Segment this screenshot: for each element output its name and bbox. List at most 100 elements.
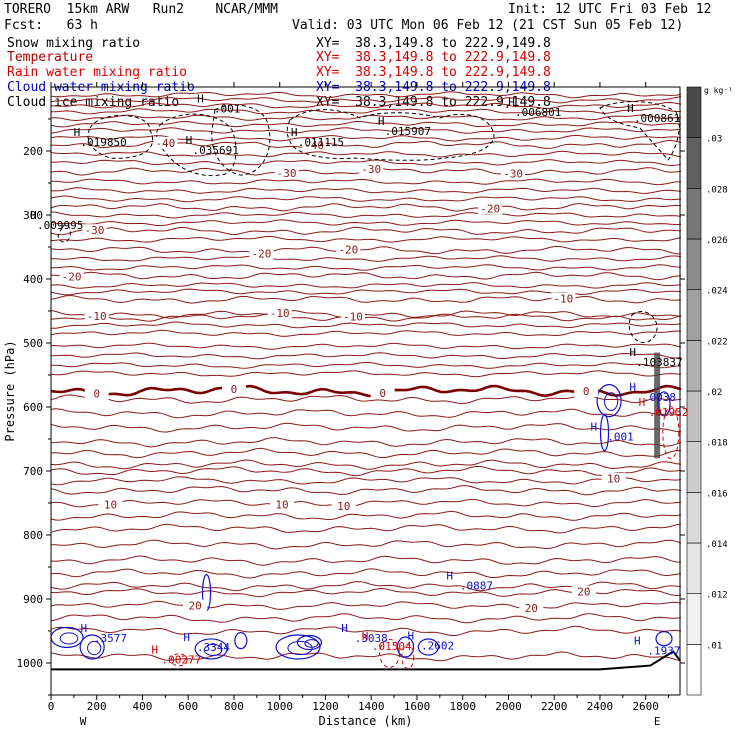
colorbar-segment (686, 441, 702, 493)
maximum-value: .006801 (515, 106, 561, 119)
colorbar-tick-label: .03 (706, 135, 722, 145)
isotherm-line (50, 159, 682, 167)
isotherm-line--30 (50, 226, 682, 236)
x-axis-title: Distance (km) (319, 714, 413, 728)
isotherm-line (50, 568, 682, 579)
colorbar-tick-label: .022 (706, 337, 728, 347)
isotherm-label-bg (501, 167, 526, 180)
isotherm-line (50, 120, 682, 128)
cloud-ice-contour (211, 104, 271, 176)
isotherm-line--10 (50, 294, 682, 304)
maximum-value: .00277 (161, 654, 201, 667)
isotherm-label-bg (98, 498, 123, 511)
maximum-value: .3344 (197, 641, 230, 654)
field-name-snow: Snow mixing ratio (7, 36, 141, 51)
colorbar-segment (686, 137, 702, 189)
cloud-water-contour (50, 626, 84, 649)
isotherm-label: -30 (85, 224, 105, 237)
maximum-marker: H (197, 93, 204, 106)
isotherm-label-bg (302, 139, 327, 152)
isotherm-label-bg (249, 247, 274, 260)
x-tick-label: 1800 (449, 700, 476, 713)
isotherm-line-20 (50, 600, 682, 610)
maximum-marker: H (508, 96, 515, 109)
colorbar-segment (686, 340, 702, 392)
cloud-water-contour-inner (203, 643, 223, 656)
colorbar-tick-label: .024 (706, 287, 728, 297)
cloud-water-contour (79, 634, 105, 660)
isotherm-label: 0 (93, 388, 100, 401)
isotherm-line (50, 282, 682, 289)
isotherm-label: -10 (87, 310, 107, 323)
isotherm-line (50, 288, 682, 296)
isotherm-line (50, 127, 682, 134)
isotherm-label: -20 (251, 248, 271, 261)
cloud-water-contour-inner (304, 639, 319, 648)
x-tick-label: 2600 (632, 700, 659, 713)
plot-frame (50, 86, 681, 696)
maximum-value: .015907 (385, 125, 431, 138)
maximum-marker: H (341, 622, 348, 635)
cloud-water-contour (194, 638, 228, 660)
maximum-marker: H (591, 420, 598, 433)
maximum-value: .3577 (94, 632, 127, 645)
maximum-value: .009995 (37, 219, 83, 232)
isotherm-line (51, 352, 682, 360)
isotherm-line (50, 107, 681, 115)
terrain-line (51, 650, 681, 671)
cloud-water-contour (234, 631, 248, 650)
y-axis-title: Pressure (hPa) (3, 340, 17, 441)
isotherm-label-bg (370, 387, 395, 400)
isotherm-line (50, 437, 682, 448)
cloud-water-contour (657, 391, 671, 417)
isotherm-line (50, 408, 682, 419)
colorbar-segment (686, 644, 702, 696)
isotherm-label-bg (82, 224, 107, 237)
isotherm-line (50, 235, 682, 243)
isotherm-line (50, 321, 682, 329)
isotherm-label-bg (571, 585, 596, 598)
isotherm-line--40 (50, 139, 682, 149)
x-end-label-west: W (80, 715, 87, 728)
isotherm-label: 0 (583, 385, 590, 398)
field-xy-rain: XY= 38.3,149.8 to 222.9,149.8 (316, 65, 551, 80)
maximum-marker: H (634, 635, 641, 648)
isotherm-line (50, 447, 682, 459)
isotherm-line (50, 255, 682, 262)
cloud-water-contour-inner (87, 640, 102, 656)
isotherm-line (50, 101, 682, 110)
isotherm-line-10 (50, 498, 682, 508)
x-tick-label: 1200 (312, 700, 339, 713)
y-tick-label: 600 (23, 401, 43, 414)
isotherm-line (50, 329, 682, 337)
maximum-marker: H (378, 115, 385, 128)
y-tick-label: 800 (23, 529, 43, 542)
maximum-value: .103837 (636, 356, 682, 369)
isotherm-line (50, 219, 682, 227)
isotherm-line (51, 539, 682, 550)
isotherm-line (50, 555, 682, 566)
isotherm-line (50, 422, 682, 433)
isotherm-label-bg (267, 306, 292, 319)
maximum-marker: H (74, 126, 81, 139)
isotherm-label-bg (183, 599, 208, 612)
isotherm-line (51, 264, 682, 271)
maximum-value: .1937 (647, 645, 680, 658)
model-title: TORERO 15km ARW Run2 NCAR/MMM (4, 2, 278, 17)
isotherm-line-10 (50, 476, 682, 486)
maximum-marker: H (446, 569, 453, 582)
maximum-value: .001 (214, 103, 241, 116)
cloud-water-contour (275, 634, 321, 660)
maximum-marker: H (408, 630, 415, 643)
rain-water-contour (662, 406, 680, 460)
x-tick-label: 400 (133, 700, 153, 713)
isotherm-line--20 (50, 271, 682, 281)
isotherm-label-bg (340, 310, 365, 323)
maximum-value: .0887 (460, 579, 493, 592)
field-name-rain: Rain water mixing ratio (7, 65, 188, 80)
x-end-label-east: E (654, 715, 661, 728)
isotherm-line--20 (50, 203, 682, 212)
isotherm-label: -40 (155, 137, 175, 150)
forecast-hour: Fcst: 63 h (4, 18, 98, 33)
isotherm-line (50, 370, 682, 378)
